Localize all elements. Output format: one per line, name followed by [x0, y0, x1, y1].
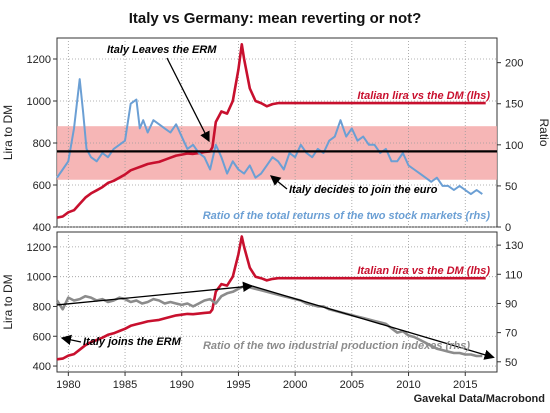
top-panel: 400 600 800 1000 1200 0 50 100 150 200 Lira to DM R… [1, 37, 550, 234]
y2-tick-label: 150 [505, 99, 523, 111]
x-tick-label: 2010 [396, 379, 420, 391]
y-tick-label: 600 [33, 180, 51, 192]
y-tick-label: 600 [33, 331, 51, 343]
stock-ratio-series-label: Ratio of the total returns of the two st… [203, 210, 491, 222]
y-tick-label: 1000 [27, 272, 51, 284]
y-tick-label: 800 [33, 301, 51, 313]
chart-title: Italy vs Germany: mean reverting or not? [129, 10, 422, 27]
annotation-arrow-erm-exit [166, 57, 210, 143]
y2-tick-label: 130 [505, 240, 523, 252]
range-band [57, 126, 497, 180]
lira-series-label: Italian lira vs the DM (lhs) [357, 265, 490, 277]
lira-series-line [56, 235, 486, 361]
y2-axis-title: Ratio [537, 118, 550, 146]
x-tick-label: 2005 [340, 379, 364, 391]
y-tick-label: 1200 [27, 242, 51, 254]
bottom-panel: 400 600 800 1000 1200 50 70 90 110 130 Lira to DM I… [1, 231, 523, 373]
y-axis-title: Lira to DM [1, 274, 15, 329]
y-tick-label: 800 [33, 138, 51, 150]
x-tick-label: 1980 [56, 379, 80, 391]
production-ratio-series-line [55, 284, 483, 358]
y2-tick-label: 100 [505, 140, 523, 152]
lira-series-label: Italian lira vs the DM (lhs) [357, 90, 490, 102]
x-axis: 1980 1985 1990 1995 2000 2005 2010 2015 [56, 372, 477, 391]
source-label: Gavekal Data/Macrobond [414, 393, 545, 405]
y2-tick-label: 50 [505, 181, 517, 193]
y2-tick-label: 110 [505, 269, 523, 281]
annotation-arrow-euro-decision [269, 175, 288, 190]
lira-series-line [56, 43, 486, 219]
y-tick-label: 400 [33, 222, 51, 234]
y-tick-label: 1000 [27, 96, 51, 108]
annotation-euro-decision: Italy decides to join the euro [289, 184, 438, 196]
x-tick-label: 2015 [453, 379, 477, 391]
y2-tick-label: 0 [505, 222, 511, 234]
trend-arrow [251, 285, 495, 360]
y2-tick-label: 70 [505, 328, 517, 340]
y-axis-title: Lira to DM [1, 105, 15, 160]
y-tick-label: 1200 [27, 54, 51, 66]
y2-tick-label: 50 [505, 357, 517, 369]
annotation-erm-exit: Italy Leaves the ERM [107, 44, 217, 56]
y2-tick-label: 90 [505, 298, 517, 310]
trend-arrow [56, 281, 254, 306]
annotation-erm-join: Italy joins the ERM [83, 336, 182, 348]
stock-ratio-series-line [56, 78, 483, 196]
y2-tick-label: 200 [505, 58, 523, 70]
x-tick-label: 1990 [170, 379, 194, 391]
production-ratio-series-label: Ratio of the two industrial production i… [203, 340, 470, 352]
x-tick-label: 1985 [113, 379, 137, 391]
x-tick-label: 2000 [283, 379, 307, 391]
y-tick-label: 400 [33, 361, 51, 373]
x-tick-label: 1995 [226, 379, 250, 391]
annotation-arrow-erm-join [60, 334, 82, 345]
